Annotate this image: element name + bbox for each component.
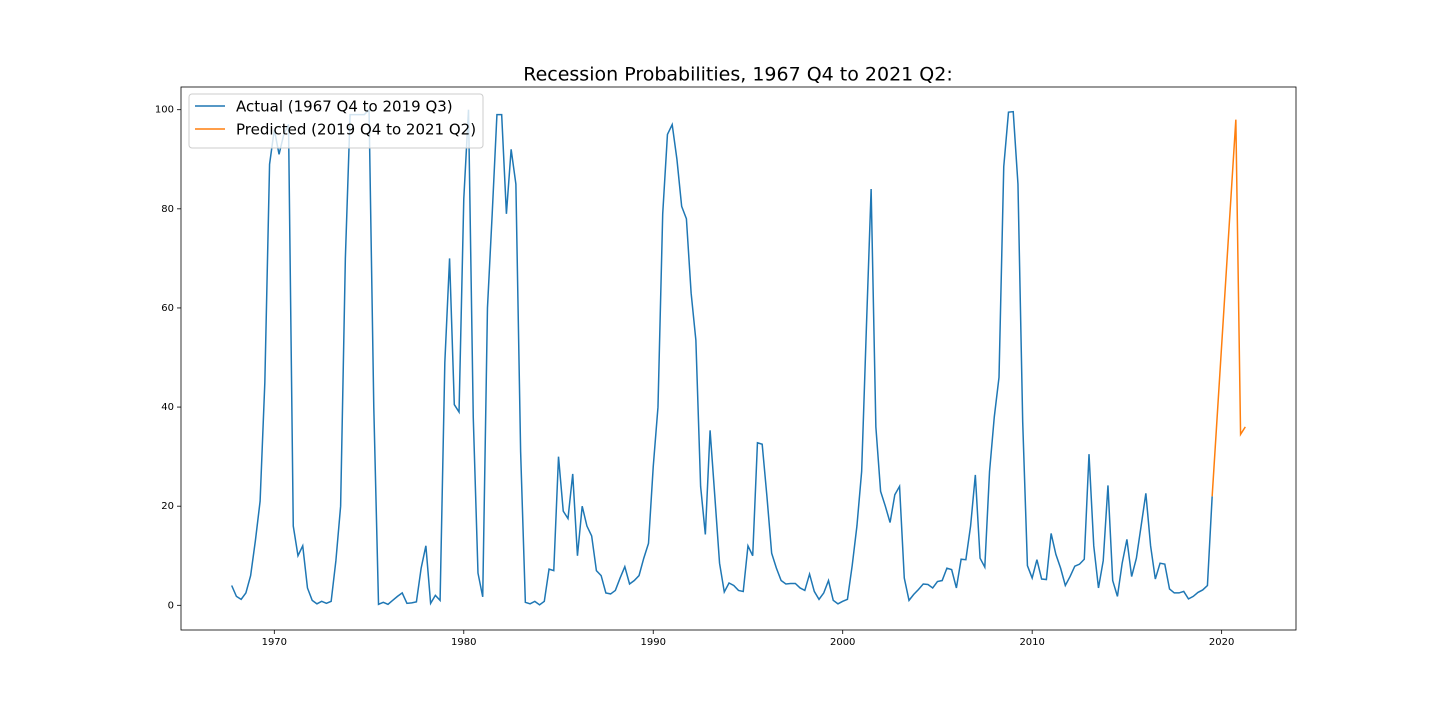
x-tick-label: 2020	[1209, 637, 1234, 648]
y-tick-label: 40	[161, 402, 174, 413]
x-tick-label: 1970	[262, 637, 287, 648]
x-tick-label: 1980	[451, 637, 476, 648]
legend-label: Predicted (2019 Q4 to 2021 Q2)	[236, 121, 476, 139]
legend-box	[188, 93, 484, 149]
legend: Actual (1967 Q4 to 2019 Q3) Predicted (20…	[188, 93, 484, 149]
x-tick-label: 1990	[641, 637, 666, 648]
x-tick-label: 2010	[1019, 637, 1044, 648]
chart-title: Recession Probabilities, 1967 Q4 to 2021…	[523, 64, 953, 86]
legend-label: Actual (1967 Q4 to 2019 Q3)	[236, 98, 453, 116]
plot-frame	[180, 86, 1297, 631]
y-tick-label: 0	[168, 600, 174, 611]
series-line	[230, 107, 1213, 606]
x-tick-label: 2000	[830, 637, 855, 648]
series-line	[1211, 119, 1246, 497]
y-tick-label: 100	[155, 105, 174, 116]
y-tick-label: 20	[161, 501, 174, 512]
y-tick-label: 60	[161, 303, 174, 314]
y-tick-label: 80	[161, 204, 174, 215]
